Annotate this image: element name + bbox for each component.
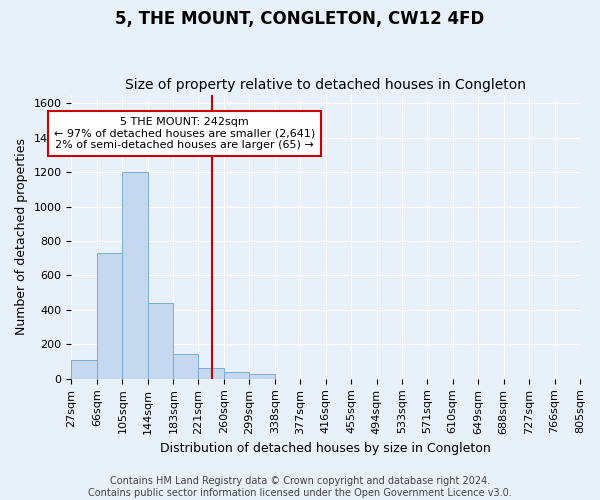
Title: Size of property relative to detached houses in Congleton: Size of property relative to detached ho…: [125, 78, 526, 92]
Text: 5 THE MOUNT: 242sqm
← 97% of detached houses are smaller (2,641)
2% of semi-deta: 5 THE MOUNT: 242sqm ← 97% of detached ho…: [54, 117, 315, 150]
Bar: [122, 172, 148, 379]
Text: 5, THE MOUNT, CONGLETON, CW12 4FD: 5, THE MOUNT, CONGLETON, CW12 4FD: [115, 10, 485, 28]
Text: Contains HM Land Registry data © Crown copyright and database right 2024.
Contai: Contains HM Land Registry data © Crown c…: [88, 476, 512, 498]
Bar: [224, 372, 249, 379]
Y-axis label: Number of detached properties: Number of detached properties: [15, 138, 28, 335]
Bar: [97, 253, 122, 379]
Bar: [71, 360, 97, 379]
Bar: [249, 374, 275, 379]
Bar: [148, 303, 173, 379]
Bar: [173, 354, 198, 379]
Bar: [198, 368, 224, 379]
X-axis label: Distribution of detached houses by size in Congleton: Distribution of detached houses by size …: [160, 442, 491, 455]
